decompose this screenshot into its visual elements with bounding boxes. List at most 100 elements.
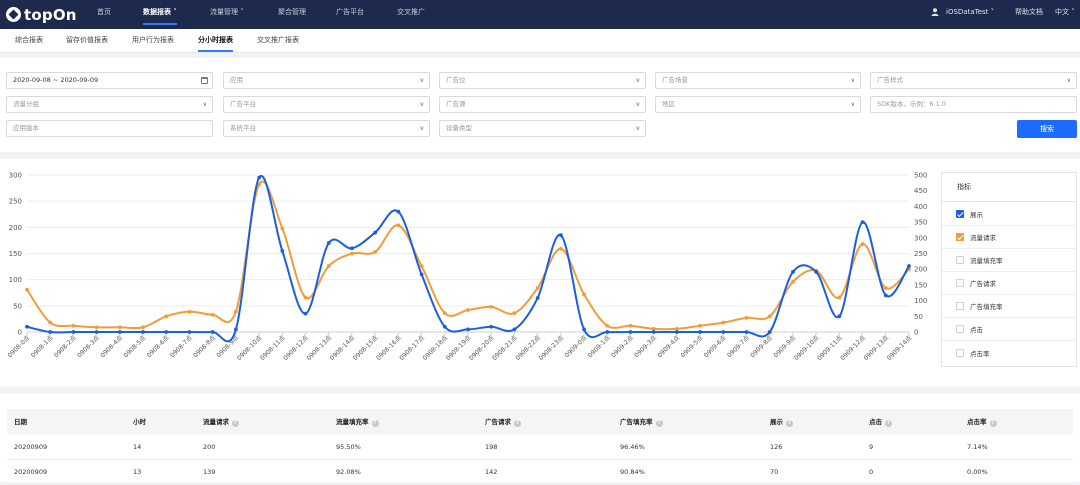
metric-impressions[interactable]: 展示	[942, 203, 1076, 226]
app-version-input[interactable]: 应用版本	[6, 120, 213, 137]
scenario-select[interactable]: 广告场景 ∨	[655, 72, 861, 89]
help-icon[interactable]: ?	[885, 419, 892, 427]
left-axis-tick-label: 100	[9, 276, 22, 284]
series-point	[373, 230, 378, 235]
ad-style-select[interactable]: 广告样式 ∨	[870, 72, 1077, 89]
metric-traffic-requests[interactable]: 流量请求	[942, 226, 1076, 249]
nav-item-traffic-management[interactable]: 流量管理 ˅	[210, 8, 244, 16]
series-point	[164, 330, 169, 334]
nav-item-home[interactable]: 首页	[97, 8, 111, 16]
series-point	[141, 325, 145, 330]
cell-traffic-fill-rate: 95.50%	[336, 443, 361, 451]
sdk-version-input[interactable]: SDK版本，示例：6.1.0	[870, 96, 1077, 113]
series-point	[141, 330, 145, 334]
placement-select-placeholder: 广告位	[446, 76, 466, 84]
topon-logo[interactable]: topOn	[6, 5, 77, 24]
metric-ad-fill-rate[interactable]: 广告填充率	[942, 295, 1076, 318]
chevron-down-icon: ∨	[419, 125, 424, 132]
user-account-menu[interactable]: iOSDataTest ˅	[946, 8, 995, 16]
checkbox-icon[interactable]	[956, 279, 964, 287]
checkbox-icon[interactable]	[956, 325, 964, 333]
column-header-impressions[interactable]: 展示?	[770, 409, 793, 435]
nav-item-ad-platform[interactable]: 广告平台	[336, 8, 364, 16]
right-axis-tick-label: 350	[914, 219, 927, 227]
metric-clicks[interactable]: 点击	[942, 318, 1076, 341]
series-point	[210, 330, 215, 334]
chevron-down-icon: ∨	[1066, 77, 1071, 84]
help-icon[interactable]: ?	[989, 419, 997, 427]
cell-ad-requests: 142	[485, 468, 498, 476]
ad-source-select[interactable]: 广告源 ∨	[439, 96, 646, 113]
x-axis-tick-label: 0909-14点	[885, 334, 913, 362]
nav-item-data-reports[interactable]: 数据报表 ˅	[143, 0, 177, 29]
tab-user-behavior-report[interactable]: 用户行为报表	[132, 36, 174, 44]
region-select[interactable]: 地区 ∨	[655, 96, 861, 113]
placement-select[interactable]: 广告位 ∨	[439, 72, 646, 89]
series-point	[651, 330, 656, 334]
x-axis-tick-label: 0909-2点	[609, 334, 635, 360]
tab-retention-value-report[interactable]: 留存价值报表	[66, 36, 108, 44]
column-header-date[interactable]: 日期	[14, 409, 27, 435]
series-point	[628, 330, 633, 334]
language-select[interactable]: 中文 ˅	[1055, 8, 1075, 16]
column-header-clicks[interactable]: 点击?	[869, 409, 892, 435]
user-icon	[931, 8, 939, 16]
checkbox-icon[interactable]	[956, 256, 964, 264]
checkbox-icon[interactable]	[956, 302, 964, 310]
metric-traffic-fill-rate[interactable]: 流量填充率	[942, 249, 1076, 272]
nav-item-mediation[interactable]: 聚合管理	[278, 8, 306, 16]
os-platform-select[interactable]: 系统平台 ∨	[223, 120, 430, 137]
right-axis-tick-label: 300	[914, 234, 927, 242]
column-header-ad-requests[interactable]: 广告请求?	[485, 409, 521, 435]
traffic-group-select[interactable]: 流量分组 ∨	[6, 96, 213, 113]
checkbox-icon[interactable]	[956, 348, 964, 357]
series-point	[489, 324, 494, 329]
nav-item-cross-promotion[interactable]: 交叉推广	[397, 8, 425, 16]
metric-ctr[interactable]: 点击率	[942, 341, 1076, 364]
left-axis-tick-label: 250	[9, 198, 22, 206]
date-range-picker[interactable]: 2020-09-08 ~ 2020-09-09	[6, 72, 213, 89]
help-icon[interactable]: ?	[655, 419, 663, 427]
column-header-traffic-requests[interactable]: 流量请求?	[203, 409, 239, 435]
search-button[interactable]: 搜索	[1017, 120, 1077, 138]
cell-ctr: 7.14%	[967, 443, 988, 451]
checkbox-checked-icon[interactable]	[956, 233, 964, 241]
series-point	[558, 246, 563, 251]
series-point	[558, 233, 563, 238]
region-select-placeholder: 地区	[662, 100, 675, 108]
help-icon[interactable]: ?	[514, 419, 521, 427]
column-header-traffic-fill-rate[interactable]: 流量填充率?	[336, 409, 379, 435]
column-header-label: 小时	[133, 418, 146, 426]
metric-ad-requests[interactable]: 广告请求	[942, 272, 1076, 295]
series-point	[466, 308, 470, 312]
cell-clicks: 9	[869, 443, 874, 451]
series-point	[860, 220, 865, 224]
right-axis-tick-label: 250	[914, 250, 927, 258]
series-point	[48, 320, 53, 325]
app-select[interactable]: 应用 ∨	[223, 72, 430, 89]
x-axis-tick-label: 0909-8点	[749, 334, 775, 360]
help-icon[interactable]: ?	[371, 419, 379, 427]
ad-platform-select[interactable]: 广告平台 ∨	[223, 96, 430, 113]
left-axis-tick-label: 0	[18, 329, 22, 337]
checkbox-checked-icon[interactable]	[956, 210, 964, 218]
help-docs-link[interactable]: 帮助文档	[1015, 8, 1043, 16]
series-point	[489, 304, 494, 309]
tab-hourly-report[interactable]: 分小时报表	[198, 29, 233, 53]
help-icon[interactable]: ?	[786, 419, 793, 427]
device-type-select[interactable]: 设备类型 ∨	[439, 120, 646, 137]
help-icon[interactable]: ?	[232, 419, 239, 427]
tab-cross-promotion-report[interactable]: 交叉推广报表	[257, 36, 299, 44]
tab-comprehensive-report[interactable]: 综合报表	[15, 36, 43, 44]
column-header-hour[interactable]: 小时	[133, 409, 146, 435]
column-header-ad-fill-rate[interactable]: 广告填充率?	[620, 409, 663, 435]
chart-grid	[27, 174, 909, 333]
series-point	[512, 327, 517, 332]
column-header-ctr[interactable]: 点击率?	[967, 409, 997, 435]
column-header-label: 流量请求	[203, 418, 229, 426]
ad-platform-select-placeholder: 广告平台	[230, 100, 256, 108]
x-axis-tick-label: 0908-1点	[29, 334, 55, 360]
series-line	[26, 180, 910, 331]
series-point	[48, 330, 53, 334]
series-point	[419, 272, 424, 277]
